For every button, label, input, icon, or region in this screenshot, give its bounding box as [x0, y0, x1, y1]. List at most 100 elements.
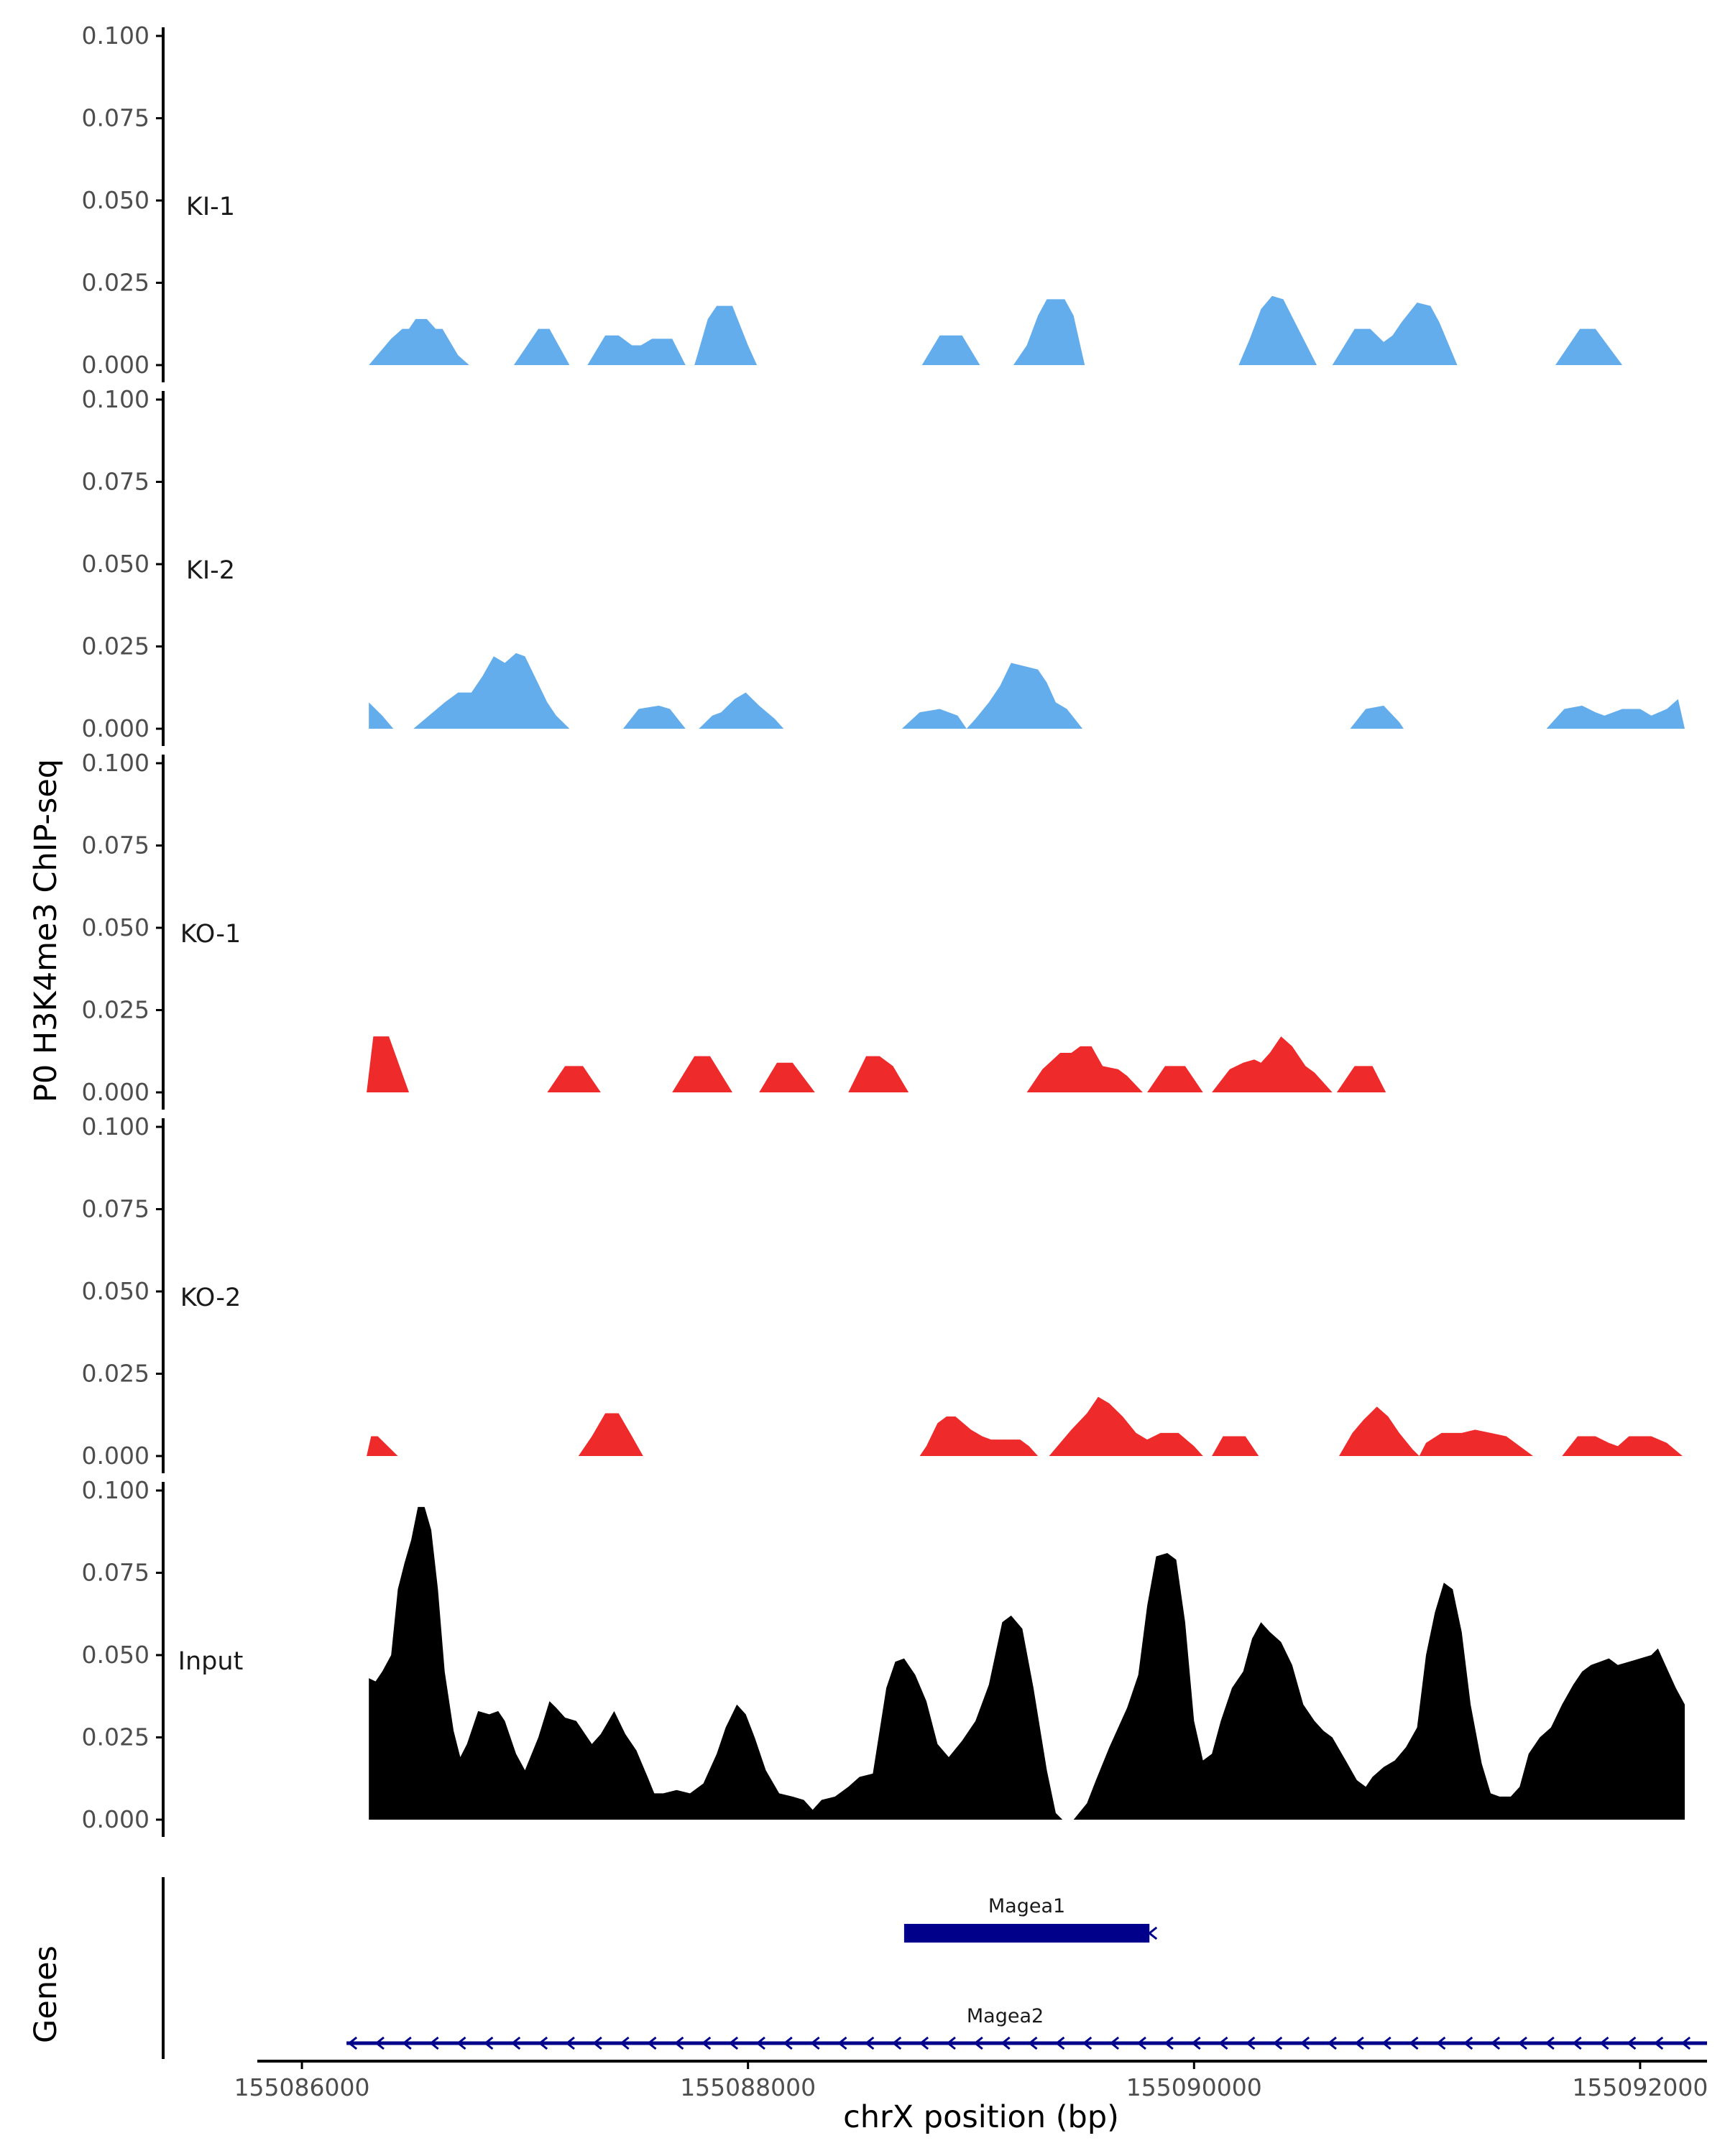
- strand-arrow: [1436, 2036, 1446, 2050]
- strand-arrow: [510, 2036, 521, 2050]
- strand-arrow: [1082, 2036, 1092, 2050]
- strand-arrow: [891, 2036, 902, 2050]
- y-tick-label: 0.025: [82, 996, 150, 1024]
- track-input: 0.000 0.025 0.050 0.075 0.100 Input: [82, 1476, 1685, 1837]
- y-tick-label: 0.075: [82, 1559, 150, 1587]
- strand-arrow: [865, 2036, 875, 2050]
- y-tick-label: 0.025: [82, 269, 150, 297]
- gene-magea2: Magea2: [346, 2005, 1707, 2050]
- y-tick-label: 0.000: [82, 714, 150, 742]
- strand-arrow: [1409, 2036, 1419, 2050]
- strand-arrow: [783, 2036, 793, 2050]
- strand-arrow: [919, 2036, 929, 2050]
- strand-arrow: [456, 2036, 466, 2050]
- y-tick-label: 0.075: [82, 468, 150, 496]
- coverage-area-ko-2: [367, 1396, 1683, 1456]
- strand-arrow: [701, 2036, 712, 2050]
- gene-annotations: Magea1 Magea2: [162, 1877, 1707, 2059]
- strand-arrow: [565, 2036, 575, 2050]
- strand-arrow: [1300, 2036, 1310, 2050]
- strand-arrow: [674, 2036, 684, 2050]
- y-axis-title: P0 H3K4me3 ChIP-seq: [28, 759, 64, 1102]
- strand-arrow: [347, 2036, 358, 2050]
- strand-arrow: [1055, 2036, 1065, 2050]
- strand-arrow: [1136, 2036, 1146, 2050]
- strand-arrow: [1246, 2036, 1256, 2050]
- x-tick-label: 155088000: [680, 2073, 816, 2101]
- coverage-area-ko-1: [367, 1036, 1386, 1092]
- y-tick-label: 0.000: [82, 1078, 150, 1106]
- strand-arrow: [728, 2036, 739, 2050]
- x-tick-label: 155086000: [234, 2073, 370, 2101]
- track-label: Input: [178, 1647, 244, 1676]
- y-tick-label: 0.050: [82, 550, 150, 578]
- strand-arrow: [1463, 2036, 1473, 2050]
- strand-arrow: [484, 2036, 494, 2050]
- strand-arrow: [810, 2036, 820, 2050]
- y-tick-label: 0.025: [82, 1360, 150, 1388]
- strand-arrow: [538, 2036, 548, 2050]
- gene-label: Magea1: [988, 1895, 1065, 1917]
- gene-label: Magea2: [967, 2005, 1044, 2027]
- strand-arrow: [755, 2036, 765, 2050]
- strand-arrow: [1627, 2036, 1637, 2050]
- track-label: KO-2: [180, 1284, 241, 1312]
- y-tick-label: 0.100: [82, 22, 150, 50]
- y-tick-label: 0.075: [82, 1195, 150, 1223]
- coverage-area-input: [369, 1506, 1685, 1820]
- y-tick-label: 0.100: [82, 1476, 150, 1504]
- track-ko-2: 0.000 0.025 0.050 0.075 0.100 KO-2: [82, 1112, 1683, 1473]
- track-ki-2: 0.000 0.025 0.050 0.075 0.100 KI-2: [82, 385, 1685, 746]
- strand-arrow: [620, 2036, 630, 2050]
- strand-arrow: [647, 2036, 657, 2050]
- strand-arrow: [1164, 2036, 1174, 2050]
- y-tick-label: 0.025: [82, 1723, 150, 1751]
- track-label: KO-1: [180, 920, 241, 949]
- strand-arrow: [1653, 2036, 1664, 2050]
- x-axis-title: chrX position (bp): [843, 2099, 1119, 2135]
- gene-body: [903, 1924, 1150, 1943]
- strand-arrow: [1572, 2036, 1582, 2050]
- gene-magea1: Magea1: [903, 1895, 1158, 1943]
- track-label: KI-2: [186, 556, 235, 585]
- strand-arrow: [1545, 2036, 1555, 2050]
- y-tick-label: 0.050: [82, 186, 150, 214]
- strand-arrow: [837, 2036, 847, 2050]
- strand-arrow: [946, 2036, 956, 2050]
- y-tick-label: 0.100: [82, 749, 150, 777]
- strand-arrow: [1381, 2036, 1392, 2050]
- strand-arrow: [1109, 2036, 1120, 2050]
- x-axis: 155086000 155088000 155090000 155092000: [234, 2060, 1708, 2101]
- coverage-area-ki-1: [369, 295, 1623, 365]
- y-tick-label: 0.050: [82, 913, 150, 941]
- x-tick-label: 155092000: [1572, 2073, 1708, 2101]
- strand-arrow: [1680, 2036, 1691, 2050]
- strand-arrow: [1517, 2036, 1527, 2050]
- coverage-area-ki-2: [369, 653, 1685, 729]
- strand-arrow: [1028, 2036, 1038, 2050]
- strand-arrow: [1599, 2036, 1609, 2050]
- strand-arrow: [429, 2036, 439, 2050]
- strand-arrow: [973, 2036, 983, 2050]
- strand-arrow: [1147, 1926, 1158, 1940]
- y-tick-label: 0.050: [82, 1277, 150, 1305]
- strand-arrow: [374, 2036, 385, 2050]
- y-tick-label: 0.025: [82, 632, 150, 660]
- track-label: KI-1: [186, 193, 235, 221]
- strand-arrow: [402, 2036, 412, 2050]
- y-tick-label: 0.000: [82, 1442, 150, 1470]
- y-tick-label: 0.000: [82, 1805, 150, 1833]
- strand-arrow: [592, 2036, 602, 2050]
- strand-arrow: [1272, 2036, 1283, 2050]
- strand-arrow: [1490, 2036, 1501, 2050]
- strand-arrow: [1327, 2036, 1337, 2050]
- y-tick-label: 0.100: [82, 385, 150, 413]
- y-tick-label: 0.050: [82, 1641, 150, 1669]
- coverage-tracks: 0.0000.0250.0500.0750.100KI-10.0000.0250…: [82, 22, 1685, 1837]
- y-tick-label: 0.100: [82, 1112, 150, 1141]
- y-tick-label: 0.000: [82, 351, 150, 379]
- strand-arrow: [1191, 2036, 1201, 2050]
- y-tick-label: 0.075: [82, 831, 150, 860]
- x-tick-label: 155090000: [1126, 2073, 1262, 2101]
